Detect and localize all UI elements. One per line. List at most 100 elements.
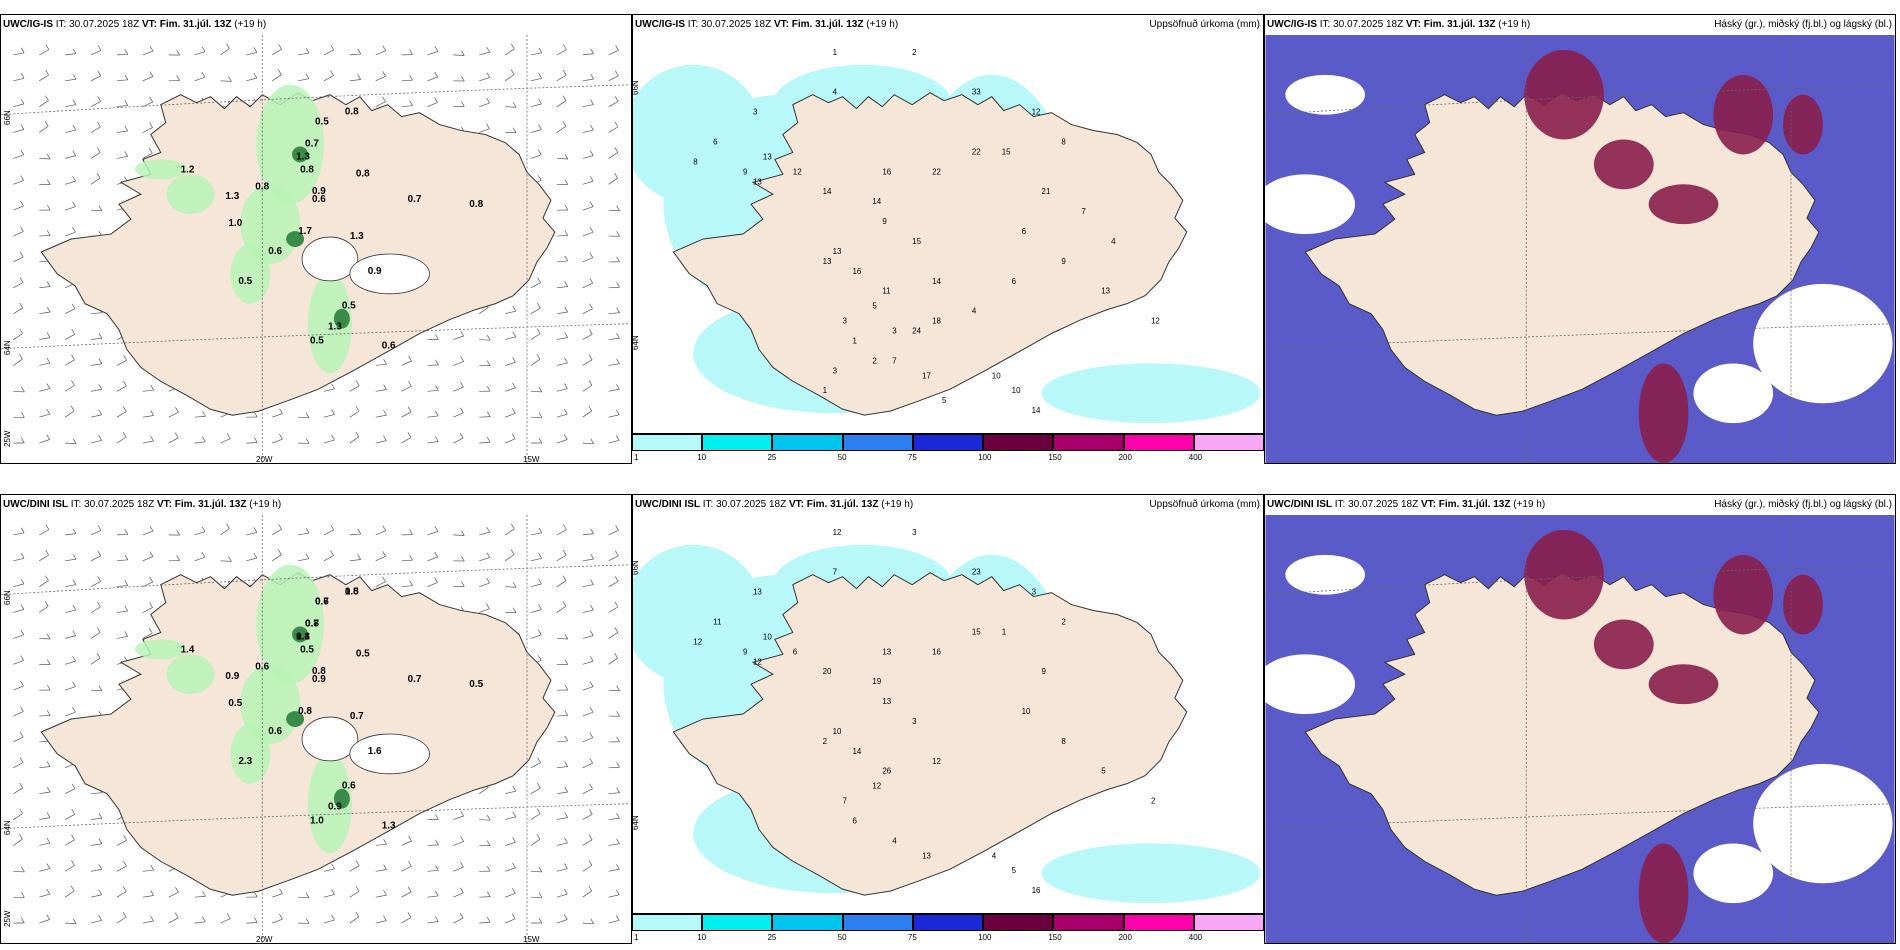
wind-green-areas [134,84,430,374]
cloud-map[interactable] [1265,515,1895,943]
lead-time: (+19 h) [249,499,282,510]
precip-map-svg: 12 37131112910612201315161913103214122612… [633,528,1261,904]
colorbar-tick-label: 100 [978,453,992,462]
precip-value-label: 10 [1012,386,1021,395]
wind-value-label: 2.3 [238,756,252,767]
wind-value-label: 0.8 [255,181,269,192]
panel-wind-bottom: UWC/DINI ISL IT: 30.07.2025 18Z VT: Fim.… [0,494,632,944]
wind-value-label: 1.2 [181,164,195,175]
wind-value-label: 0.8 [356,168,370,179]
precip-labels: 12 37131112910612201315161913103214122612… [693,528,1156,895]
precip-value-label: 13 [922,851,931,860]
colorbar-tick-label: 50 [837,453,847,462]
valid-label: VT: [1405,19,1421,30]
precip-value-label: 3 [1032,588,1037,597]
high-cloud-areas [1524,529,1823,943]
valid-time: Fim. 31.júl. 13Z [159,19,232,30]
lead-time: (+19 h) [866,19,899,30]
wind-value-label: 0.5 [238,276,252,287]
wind-value-label: 1.4 [181,644,195,655]
precip-value-label: 4 [1111,237,1116,246]
lead-time: (+19 h) [881,499,914,510]
model-name: UWC/IG-IS [635,19,685,30]
cloud-map[interactable] [1265,35,1895,463]
wind-value-label: 0.5 [310,336,324,347]
valid-label: VT: [156,499,172,510]
panel-precip-top: UWC/IG-IS IT: 30.07.2025 18Z VT: Fim. 31… [632,14,1264,434]
precip-map[interactable]: 1 2 4 3 6 8 9 13 12 13 14 16 22 22 14 9 13 15 13 16 14 11 5 3 1 7… [633,35,1263,433]
wind-map[interactable]: 0.8 0.6 0.7 0.8 0.5 0.6 0.8 0.9 1.4 0.9 0.7 0.5 0.5 0… [1,515,631,943]
model-name: UWC/DINI ISL [3,499,68,510]
lon-label-15w: 15W [523,935,540,944]
precip-value-label: 22 [972,147,981,156]
precip-value-label: 3 [912,528,917,537]
precip-value-label: 2 [823,737,828,746]
precip-value-label: 12 [872,782,881,791]
precip-value-label: 10 [1022,707,1031,716]
map-gridlines [1265,515,1895,943]
precip-value-label: 4 [992,851,997,860]
wind-value-label: 0.5 [300,644,314,655]
precip-value-label: 6 [1022,227,1027,236]
wind-green-areas [134,564,430,854]
wind-value-label: 0.8 [298,706,312,717]
wind-map[interactable]: 0.8 0.5 0.7 1.3 0.8 0.8 0.9 0.6 1.2 1.3 0.7 0.8 1.0 1… [1,35,631,463]
wind-value-label: 0.6 [268,246,282,257]
precip-value-label: 9 [1042,667,1047,676]
colorbar-swatch [1193,914,1264,931]
precip-value-label: 13 [823,257,832,266]
precip-value-label: 15 [1002,147,1011,156]
precip-value-label: 4 [833,88,838,97]
precip-value-label: 2 [1061,617,1066,626]
colorbar-tick-label: 75 [907,453,917,462]
precip-value-label: 12 [1032,108,1041,117]
lat-label-64n: 64N [3,340,12,355]
lat-label-64n: 64N [632,335,640,350]
colorbar-swatch [702,914,773,931]
wind-map-svg: 0.80.60.70.80.50.6 0.80.91.40.9 0.7 0.50.50… [1,515,631,943]
precip-value-label: 14 [872,197,881,206]
wind-value-label: 1.3 [225,191,239,202]
precip-value-label: 7 [892,356,897,365]
precip-value-label: 8 [693,157,698,166]
wind-value-label: 0.6 [315,597,329,608]
colorbar-tick-label: 75 [907,933,917,942]
lat-label-25w: 25W [3,430,12,447]
colorbar-tick-label: 100 [978,933,992,942]
precip-value-label: 11 [713,617,722,626]
lat-label-25w: 25W [3,910,12,927]
precip-value-label: 5 [1012,866,1017,875]
colorbar-tick-label: 150 [1048,933,1062,942]
precip-value-label: 3 [753,108,758,117]
precip-value-label: 13 [833,247,842,256]
model-name: UWC/IG-IS [3,19,53,30]
precip-map[interactable]: 12 3 7 13 11 12 9 10 6 12 20 13 15 16 19 13 10 3 2 14 12 26 12… [633,515,1263,913]
wind-value-label: 0.6 [268,726,282,737]
colorbar-swatch [912,914,984,931]
precip-value-label: 4 [972,307,977,316]
wind-value-label: 0.6 [342,781,356,792]
high-cloud-areas [1524,49,1823,463]
panel-header: UWC/IG-IS IT: 30.07.2025 18Z VT: Fim. 31… [633,15,1263,35]
precip-value-label: 24 [912,327,921,336]
colorbar-swatch [632,434,703,451]
issue-time: IT: 30.07.2025 18Z [687,19,772,30]
cloud-map-svg [1265,35,1895,463]
colorbar-swatch [1193,434,1264,451]
colorbar-swatch [842,914,913,931]
wind-value-label: 0.5 [315,117,329,128]
wind-value-label: 0.5 [469,679,483,690]
precip-value-label: 13 [753,177,762,186]
issue-time: IT: 30.07.2025 18Z [702,499,787,510]
precip-value-label: 1 [852,336,857,345]
value-labels: 0.80.50.71.30.80.8 0.90.61.21.3 0.7 0.81.01… [181,107,484,352]
wind-value-label: 0.8 [345,587,359,598]
wind-value-label: 1.0 [228,218,242,229]
cloud-map-svg [1265,515,1895,943]
precip-value-label: 3 [892,327,897,336]
precip-value-label: 16 [852,267,861,276]
map-gridlines [1,515,631,943]
valid-time: Fim. 31.júl. 13Z [1438,499,1511,510]
colorbar-tick-label: 10 [697,933,707,942]
precip-value-label: 6 [713,137,718,146]
